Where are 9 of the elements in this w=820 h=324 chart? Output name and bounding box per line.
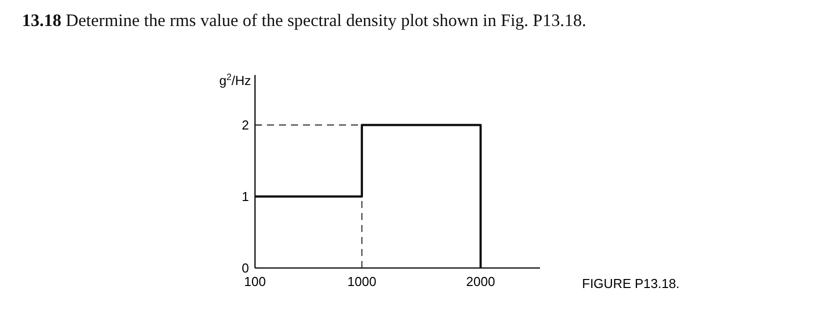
x-tick-label: 100 (244, 274, 266, 289)
caption: FIGURE P13.18. (582, 276, 680, 291)
y-axis-title: g$^{2}$/Hz (219, 72, 251, 88)
y-tick-label: 0 (242, 260, 249, 276)
chart-title: 13.18 Determine the rms value of the spectral density plot shown in Fig. P13.18. (22, 10, 586, 30)
y-tick-label: 2 (242, 118, 249, 133)
x-tick-label: 1000 (347, 274, 376, 289)
y-tick-label: 1 (242, 189, 249, 204)
x-tick-label: 2000 (466, 274, 496, 289)
